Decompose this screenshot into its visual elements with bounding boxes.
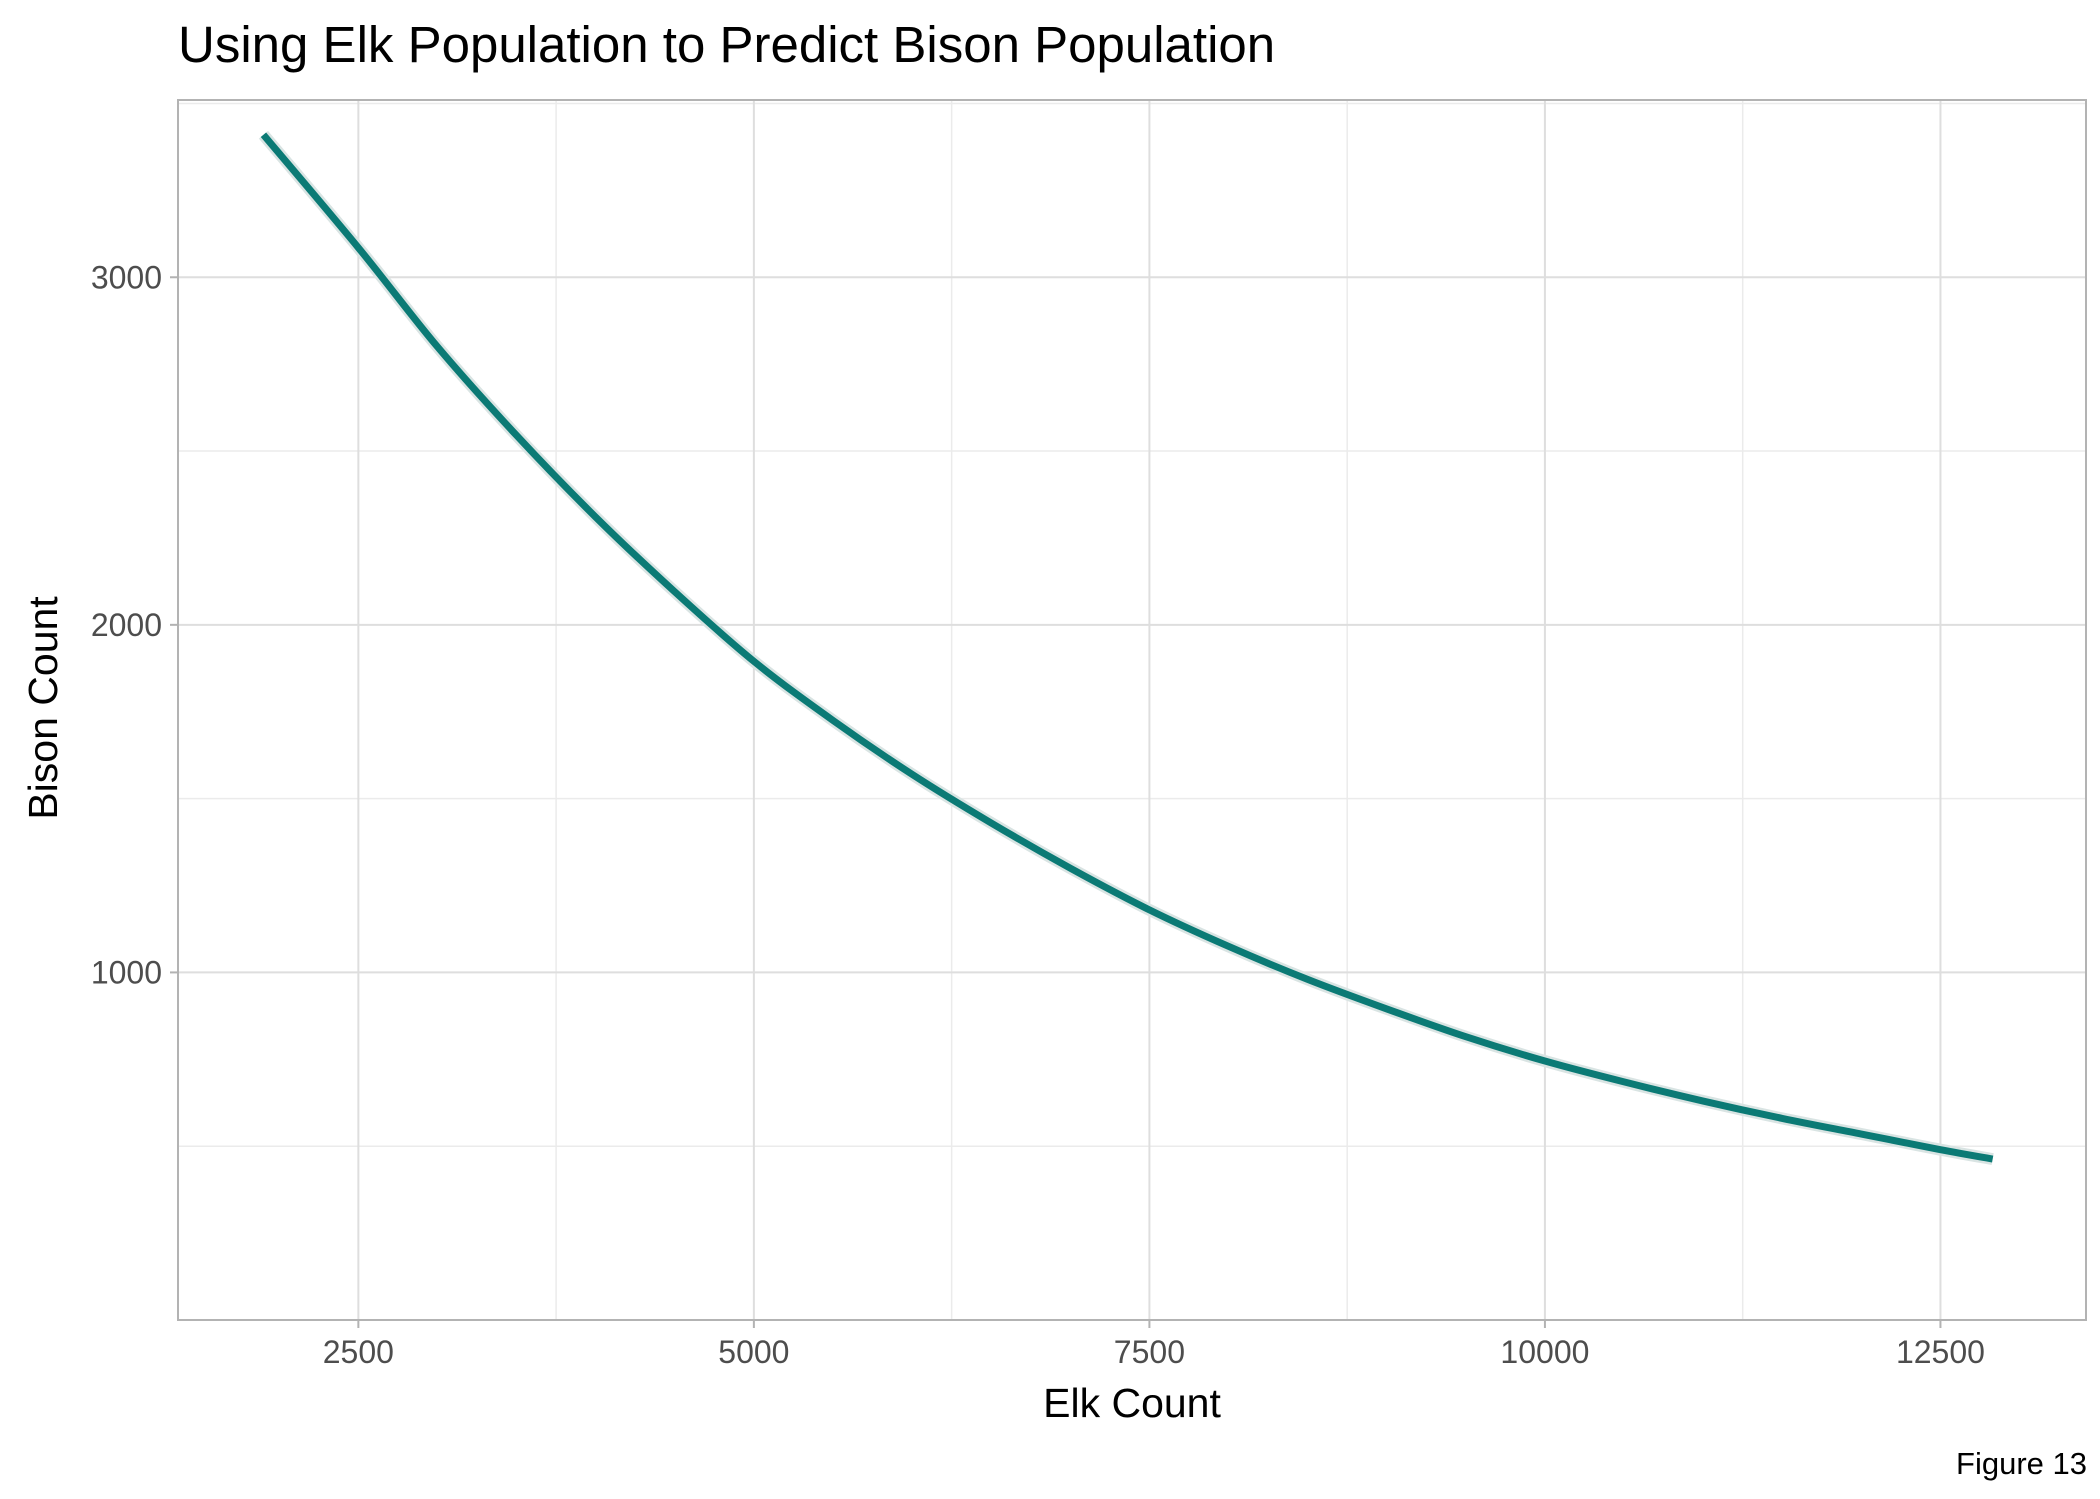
x-tick-label: 10000 <box>1500 1334 1589 1370</box>
y-axis-ticks: 1000 2000 3000 <box>91 259 178 990</box>
x-tick-label: 2500 <box>323 1334 394 1370</box>
series-confidence-band <box>258 130 1994 1165</box>
x-tick-label: 7500 <box>1114 1334 1185 1370</box>
figure-caption: Figure 13 <box>1956 1446 2087 1481</box>
chart-title: Using Elk Population to Predict Bison Po… <box>178 16 1275 73</box>
plot-panel-border <box>177 99 2087 1321</box>
x-tick-label: 12500 <box>1896 1334 1985 1370</box>
y-tick-label: 3000 <box>91 259 162 295</box>
series-line <box>260 132 1994 1163</box>
y-tick-label: 2000 <box>91 607 162 643</box>
y-tick-label: 1000 <box>91 954 162 990</box>
x-axis-ticks: 2500 5000 7500 10000 12500 <box>323 1320 1985 1370</box>
series-layer <box>258 130 1994 1165</box>
x-axis-title: Elk Count <box>1043 1380 1221 1426</box>
x-tick-label: 5000 <box>718 1334 789 1370</box>
major-gridlines <box>178 100 2086 1320</box>
y-axis-title: Bison Count <box>20 596 66 820</box>
minor-gridlines <box>178 100 2086 1320</box>
